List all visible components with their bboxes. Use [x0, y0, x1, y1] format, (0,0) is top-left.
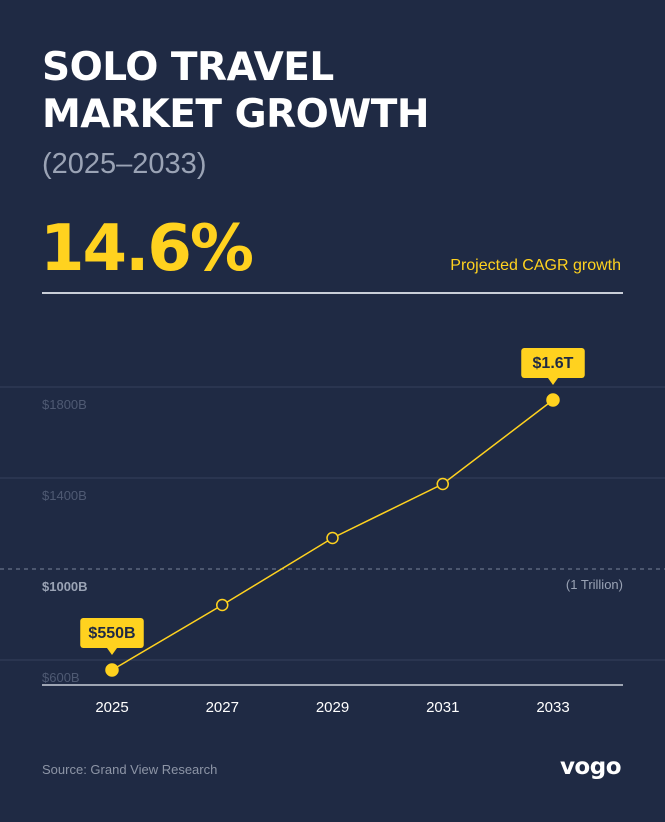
brand-logo: vogo — [559, 754, 622, 780]
x-tick-label: 2033 — [536, 699, 569, 716]
cagr-value: 14.6% — [40, 212, 254, 286]
data-point — [326, 531, 339, 545]
x-tick-label: 2025 — [95, 699, 128, 716]
data-point — [546, 393, 560, 407]
kpi-divider — [42, 292, 623, 294]
callout-box — [521, 348, 585, 378]
source-note: Source: Grand View Research — [42, 762, 218, 777]
callout-pointer — [548, 378, 558, 385]
callout-label: $1.6T — [533, 355, 574, 372]
y-tick-label: $1400B — [42, 488, 87, 503]
chart-subtitle: (2025–2033) — [42, 148, 207, 180]
callout: $550B — [80, 618, 144, 655]
callout-pointer — [107, 648, 117, 655]
x-tick-label: 2029 — [316, 699, 349, 716]
x-tick-label: 2031 — [426, 699, 459, 716]
title-line-2: MARKET GROWTH — [42, 92, 430, 137]
callout: $1.6T — [521, 348, 585, 385]
line-chart: $600B $1000B $1400B $1800B (1 Trillion) 2025 2… — [0, 348, 665, 716]
cagr-label: Projected CAGR growth — [450, 257, 621, 274]
data-point — [216, 598, 229, 612]
callout-label: $550B — [88, 625, 135, 642]
reference-line-label: (1 Trillion) — [566, 577, 623, 592]
title-line-1: SOLO TRAVEL — [42, 45, 334, 90]
data-point — [436, 477, 449, 491]
data-point — [105, 663, 119, 677]
chart-title: SOLO TRAVEL MARKET GROWTH — [42, 44, 430, 138]
callout-box — [80, 618, 144, 648]
y-tick-label: $600B — [42, 670, 80, 685]
y-tick-label: $1800B — [42, 397, 87, 412]
y-tick-label: $1000B — [42, 579, 88, 594]
x-tick-label: 2027 — [206, 699, 239, 716]
